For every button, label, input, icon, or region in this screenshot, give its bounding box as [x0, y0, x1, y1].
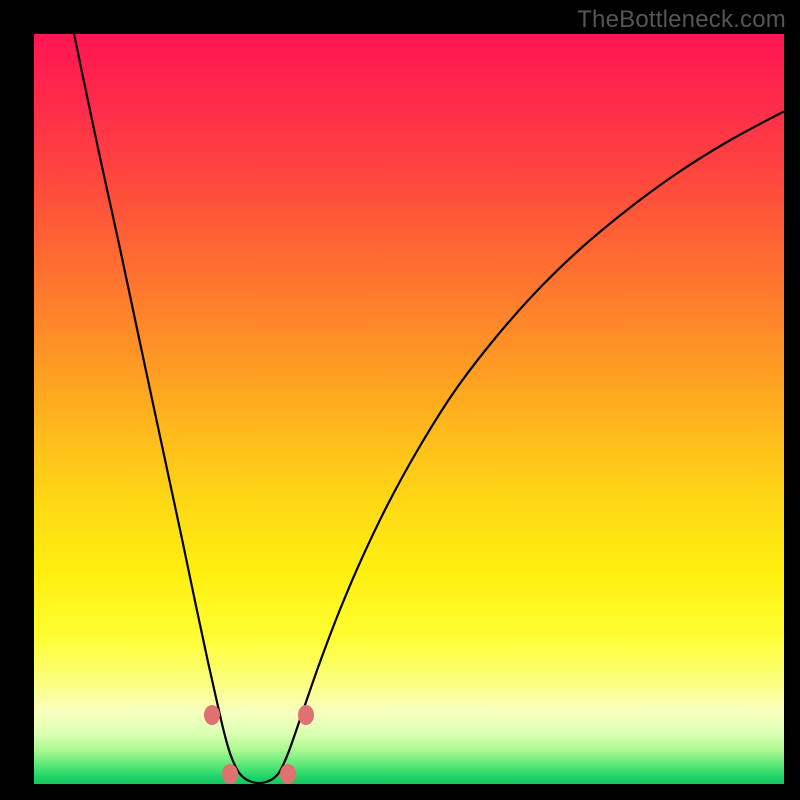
- marker-dot: [204, 705, 220, 725]
- marker-dot: [280, 764, 296, 784]
- marker-dot: [298, 705, 314, 725]
- marker-dot: [222, 764, 238, 784]
- plot-area: [34, 34, 784, 784]
- v-curve: [73, 34, 784, 783]
- watermark-text: TheBottleneck.com: [577, 6, 786, 34]
- curve-layer: [34, 34, 784, 784]
